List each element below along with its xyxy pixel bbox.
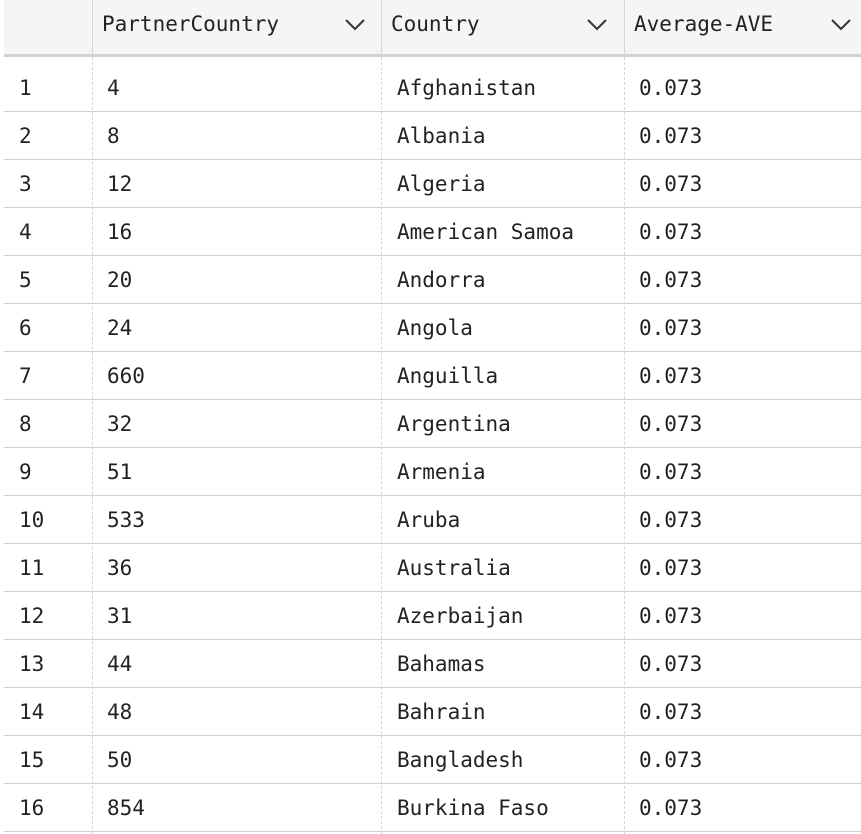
cell-country: Burkina Faso (397, 796, 549, 820)
chevron-down-icon[interactable] (830, 18, 852, 32)
cell-index: 7 (19, 364, 32, 388)
table-row[interactable]: 14 48 Bahrain 0.073 (4, 688, 861, 736)
cell-index: 13 (19, 652, 45, 676)
cell-index: 5 (19, 268, 32, 292)
header-label-average-ave: Average-AVE (634, 12, 774, 36)
cell-country: Australia (397, 556, 511, 580)
cell-partner-country: 44 (107, 652, 133, 676)
cell-index: 14 (19, 700, 45, 724)
cell-partner-country: 8 (107, 124, 120, 148)
cell-country: Albania (397, 124, 486, 148)
cell-average-ave: 0.073 (639, 508, 703, 532)
header-label-country: Country (391, 12, 480, 36)
cell-average-ave: 0.073 (639, 412, 703, 436)
cell-partner-country: 31 (107, 604, 133, 628)
cell-average-ave: 0.073 (639, 460, 703, 484)
cell-country: Argentina (397, 412, 511, 436)
table-row[interactable]: 5 20 Andorra 0.073 (4, 256, 861, 304)
cell-country: Angola (397, 316, 473, 340)
table-row[interactable]: 1 4 Afghanistan 0.073 (4, 64, 861, 112)
cell-country: Algeria (397, 172, 486, 196)
cell-average-ave: 0.073 (639, 124, 703, 148)
chevron-down-icon[interactable] (344, 18, 366, 32)
cell-average-ave: 0.073 (639, 76, 703, 100)
cell-partner-country: 4 (107, 76, 120, 100)
table-row[interactable]: 15 50 Bangladesh 0.073 (4, 736, 861, 784)
cell-average-ave: 0.073 (639, 604, 703, 628)
table-row[interactable]: 12 31 Azerbaijan 0.073 (4, 592, 861, 640)
cell-partner-country: 36 (107, 556, 133, 580)
cell-country: Bahrain (397, 700, 486, 724)
column-divider (381, 57, 382, 834)
cell-index: 8 (19, 412, 32, 436)
cell-average-ave: 0.073 (639, 316, 703, 340)
table-row[interactable]: 7 660 Anguilla 0.073 (4, 352, 861, 400)
table-row[interactable]: 2 8 Albania 0.073 (4, 112, 861, 160)
table-header: PartnerCountry Country Average-AVE (4, 0, 861, 57)
chevron-down-icon[interactable] (586, 18, 608, 32)
cell-country: Aruba (397, 508, 461, 532)
cell-country: Bangladesh (397, 748, 524, 772)
cell-average-ave: 0.073 (639, 172, 703, 196)
header-cell-partnercountry[interactable]: PartnerCountry (92, 0, 381, 54)
cell-average-ave: 0.073 (639, 796, 703, 820)
cell-partner-country: 660 (107, 364, 145, 388)
cell-country: Armenia (397, 460, 486, 484)
table-row[interactable]: 3 12 Algeria 0.073 (4, 160, 861, 208)
cell-index: 4 (19, 220, 32, 244)
cell-partner-country: 24 (107, 316, 133, 340)
cell-country: Afghanistan (397, 76, 537, 100)
table-row[interactable]: 4 16 American Samoa 0.073 (4, 208, 861, 256)
cell-index: 11 (19, 556, 45, 580)
header-cell-index (4, 0, 92, 54)
cell-index: 16 (19, 796, 45, 820)
column-divider (92, 57, 93, 834)
cell-average-ave: 0.073 (639, 556, 703, 580)
cell-partner-country: 20 (107, 268, 133, 292)
cell-country: Bahamas (397, 652, 486, 676)
cell-partner-country: 48 (107, 700, 133, 724)
table-row[interactable]: 16 854 Burkina Faso 0.073 (4, 784, 861, 832)
cell-index: 9 (19, 460, 32, 484)
cell-partner-country: 16 (107, 220, 133, 244)
cell-partner-country: 50 (107, 748, 133, 772)
cell-average-ave: 0.073 (639, 364, 703, 388)
cell-average-ave: 0.073 (639, 268, 703, 292)
cell-average-ave: 0.073 (639, 652, 703, 676)
cell-index: 1 (19, 76, 32, 100)
cell-partner-country: 533 (107, 508, 145, 532)
header-cell-average-ave[interactable]: Average-AVE (624, 0, 861, 54)
cell-country: American Samoa (397, 220, 575, 244)
table-row[interactable]: 10 533 Aruba 0.073 (4, 496, 861, 544)
header-label-partnercountry: PartnerCountry (102, 12, 280, 36)
column-divider (624, 57, 625, 834)
table-row[interactable]: 13 44 Bahamas 0.073 (4, 640, 861, 688)
table-row[interactable]: 8 32 Argentina 0.073 (4, 400, 861, 448)
cell-average-ave: 0.073 (639, 700, 703, 724)
cell-index: 15 (19, 748, 45, 772)
cell-index: 6 (19, 316, 32, 340)
cell-partner-country: 12 (107, 172, 133, 196)
cell-partner-country: 32 (107, 412, 133, 436)
cell-country: Anguilla (397, 364, 499, 388)
header-cell-country[interactable]: Country (381, 0, 624, 54)
cell-index: 3 (19, 172, 32, 196)
cell-country: Andorra (397, 268, 486, 292)
cell-index: 12 (19, 604, 45, 628)
cell-average-ave: 0.073 (639, 220, 703, 244)
cell-index: 10 (19, 508, 45, 532)
cell-partner-country: 51 (107, 460, 133, 484)
cell-country: Azerbaijan (397, 604, 524, 628)
cell-average-ave: 0.073 (639, 748, 703, 772)
table-row[interactable]: 9 51 Armenia 0.073 (4, 448, 861, 496)
cell-index: 2 (19, 124, 32, 148)
table-row[interactable]: 11 36 Australia 0.073 (4, 544, 861, 592)
cell-partner-country: 854 (107, 796, 145, 820)
table-row[interactable]: 6 24 Angola 0.073 (4, 304, 861, 352)
